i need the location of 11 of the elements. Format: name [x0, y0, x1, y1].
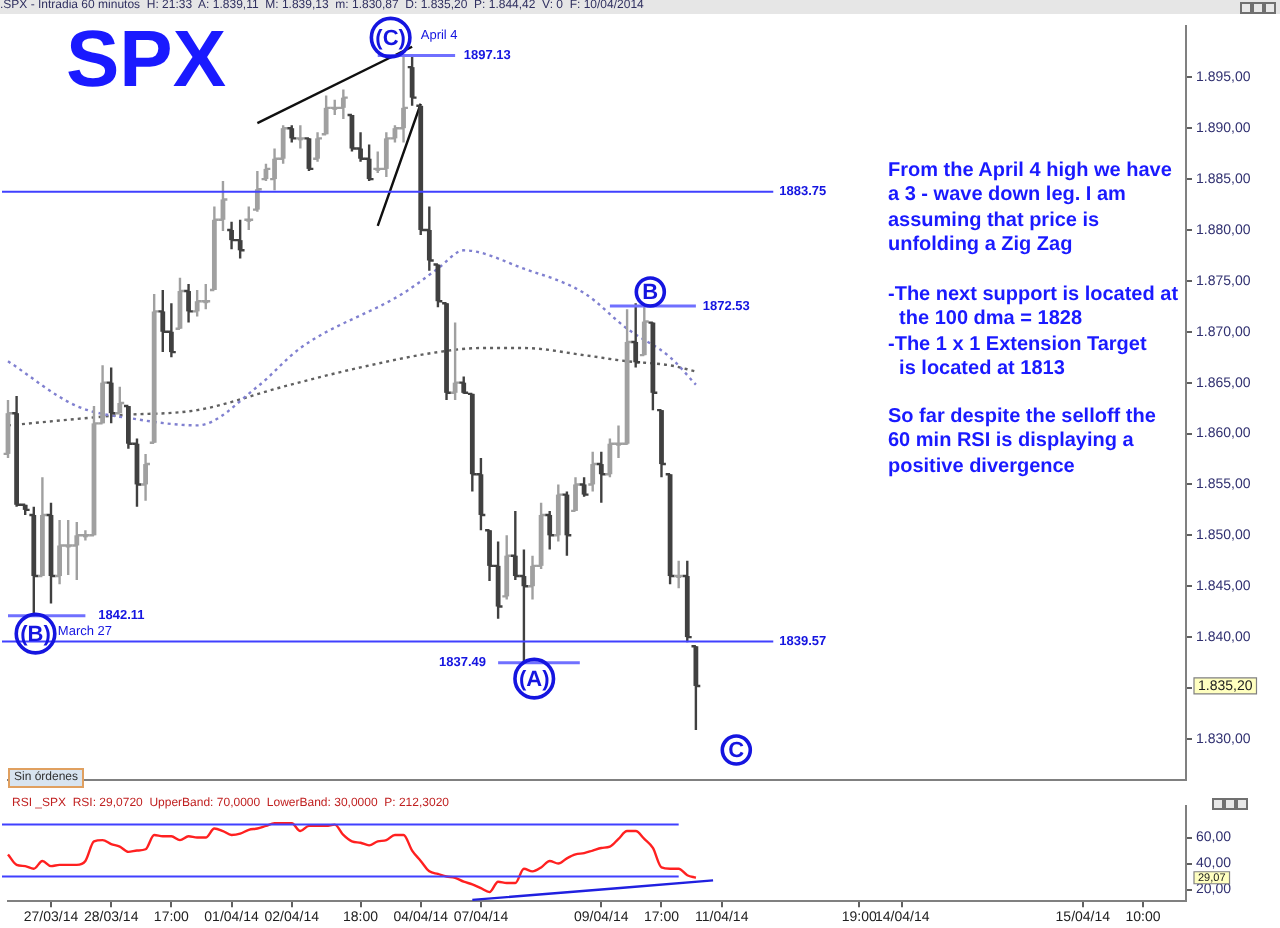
- chart-title: SPX: [66, 16, 227, 104]
- annotation: (C): [375, 26, 407, 51]
- annotation: (A): [518, 667, 551, 692]
- annotation: C: [728, 739, 745, 764]
- annotation: -The next support is located at the 100 dma = 1828 -The 1 x 1 Extension Target is located at 1813: [888, 284, 1179, 383]
- annotation: (B): [20, 622, 52, 647]
- line-series: [6, 822, 698, 894]
- annotation: So far despite the selloff the 60 min RSI is displaying a positive divergence: [888, 406, 1156, 480]
- annotation: From the April 4 high we have a 3 - wave down leg. I am assuming that price is unfolding a Zig Zag: [888, 160, 1172, 259]
- annotation: B: [642, 281, 659, 306]
- line-series: [6, 249, 698, 427]
